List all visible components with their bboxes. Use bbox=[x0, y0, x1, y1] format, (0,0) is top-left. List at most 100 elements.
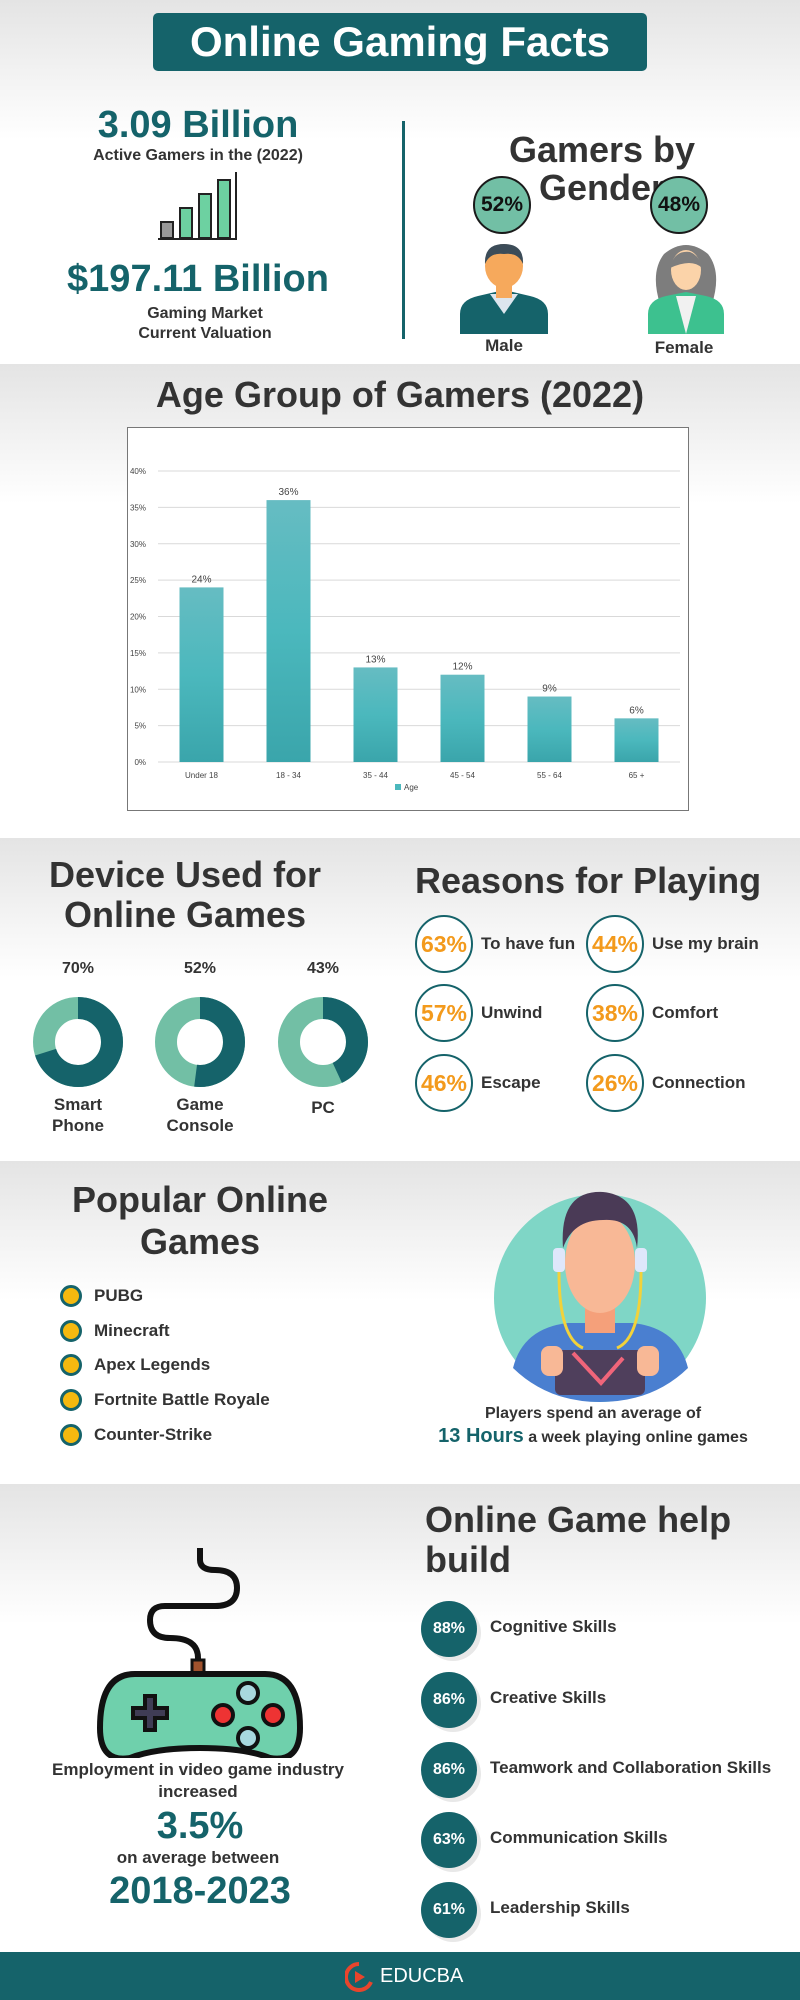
skill-percent: 86% bbox=[421, 1672, 477, 1728]
reason-percent: 63% bbox=[415, 915, 473, 973]
gender-title-2: Gender bbox=[538, 167, 666, 208]
y-tick-label: 35% bbox=[130, 503, 146, 512]
page-title: Online Gaming Facts bbox=[153, 13, 647, 71]
male-label: Male bbox=[485, 336, 523, 355]
reason-percent: 46% bbox=[415, 1054, 473, 1112]
reason-label: Connection bbox=[652, 1073, 746, 1092]
donut-share bbox=[278, 997, 368, 1087]
hours-caption-text: a week playing online games bbox=[523, 1429, 748, 1446]
skill-percent: 86% bbox=[421, 1742, 477, 1798]
bar bbox=[266, 500, 311, 762]
device-donut bbox=[155, 997, 245, 1087]
bar-chart-icon bbox=[158, 172, 237, 240]
market-label-2: Current Valuation bbox=[138, 325, 272, 342]
employment-line-3: on average between bbox=[116, 1848, 280, 1867]
x-tick-label: 65 + bbox=[629, 771, 645, 780]
popular-title-2: Games bbox=[139, 1221, 261, 1262]
y-tick-label: 40% bbox=[130, 467, 146, 476]
female-label: Female bbox=[654, 338, 714, 357]
popular-game-item: Fortnite Battle Royale bbox=[94, 1390, 270, 1409]
device-donut bbox=[33, 997, 123, 1087]
y-tick-label: 5% bbox=[134, 722, 146, 731]
reason-percent: 26% bbox=[586, 1054, 644, 1112]
age-bar-chart: 0% 5% 10% 15% 20% 25% 30% 35% 40% 24% Under 18 36% 1… bbox=[127, 427, 689, 811]
bar bbox=[614, 718, 659, 762]
popular-game-item: Minecraft bbox=[94, 1321, 170, 1340]
y-tick-label: 10% bbox=[130, 685, 146, 694]
legend-label: Age bbox=[404, 783, 419, 792]
y-tick-label: 20% bbox=[130, 613, 146, 622]
game-controller-icon bbox=[96, 1548, 304, 1758]
device-label-2: Phone bbox=[52, 1116, 104, 1135]
employment-value: 3.5% bbox=[156, 1805, 244, 1847]
y-tick-label: 15% bbox=[130, 649, 146, 658]
y-tick-label: 0% bbox=[134, 758, 146, 767]
popular-game-item: Counter-Strike bbox=[94, 1425, 213, 1444]
y-tick-label: 25% bbox=[130, 576, 146, 585]
popular-game-item: PUBG bbox=[94, 1286, 144, 1305]
data-label: 13% bbox=[365, 654, 385, 665]
bullet-icon bbox=[60, 1424, 82, 1446]
gamer-illustration-icon bbox=[494, 1191, 706, 1402]
data-label: 6% bbox=[629, 705, 644, 716]
data-label: 36% bbox=[278, 487, 298, 498]
market-value: $197.11 Billion bbox=[67, 258, 329, 300]
device-label-1: Game bbox=[176, 1095, 224, 1114]
gamers-label: Active Gamers in the (2022) bbox=[93, 147, 303, 164]
device-percent: 70% bbox=[61, 960, 95, 977]
popular-game-item: Apex Legends bbox=[94, 1355, 211, 1374]
footer-brand: EDUCBA bbox=[380, 1965, 464, 1987]
reason-percent: 38% bbox=[586, 984, 644, 1042]
bar bbox=[527, 696, 572, 762]
hours-caption-2: 13 Hours a week playing online games bbox=[438, 1425, 748, 1448]
employment-line-1: Employment in video game industry bbox=[52, 1760, 344, 1779]
employment-line-2: increased bbox=[158, 1782, 238, 1801]
x-tick-label: 55 - 64 bbox=[537, 771, 562, 780]
market-label-1: Gaming Market bbox=[147, 305, 263, 322]
bullet-icon bbox=[60, 1320, 82, 1342]
donut-share bbox=[33, 997, 123, 1087]
male-avatar-icon bbox=[460, 244, 548, 334]
device-label-1: Smart bbox=[53, 1095, 103, 1114]
age-title: Age Group of Gamers (2022) bbox=[155, 374, 645, 415]
skill-label: Cognitive Skills bbox=[490, 1617, 617, 1636]
skills-title-1: Online Game help bbox=[425, 1499, 732, 1540]
skills-title-2: build bbox=[425, 1539, 511, 1580]
gender-title-1: Gamers by bbox=[508, 129, 696, 170]
x-tick-label: 18 - 34 bbox=[276, 771, 301, 780]
bullet-icon bbox=[60, 1285, 82, 1307]
skill-percent: 63% bbox=[421, 1812, 477, 1868]
hours-value: 13 Hours bbox=[438, 1425, 524, 1447]
device-label-1: PC bbox=[311, 1098, 335, 1117]
device-percent: 52% bbox=[183, 960, 217, 977]
skill-label: Creative Skills bbox=[490, 1688, 607, 1707]
data-label: 9% bbox=[542, 684, 557, 695]
female-avatar-icon bbox=[648, 245, 724, 334]
reason-label: Use my brain bbox=[652, 934, 759, 953]
x-tick-label: 45 - 54 bbox=[450, 771, 475, 780]
reason-label: Comfort bbox=[652, 1003, 719, 1022]
employment-years: 2018-2023 bbox=[109, 1870, 291, 1912]
bar bbox=[353, 667, 398, 762]
skill-percent: 88% bbox=[421, 1601, 477, 1657]
device-donut bbox=[278, 997, 368, 1087]
gamers-value: 3.09 Billion bbox=[97, 104, 299, 146]
male-percent: 52% bbox=[473, 176, 531, 234]
popular-title-1: Popular Online bbox=[71, 1179, 329, 1220]
x-tick-label: 35 - 44 bbox=[363, 771, 388, 780]
educba-logo-icon bbox=[345, 1962, 373, 1992]
reason-label: To have fun bbox=[481, 934, 576, 953]
reasons-title: Reasons for Playing bbox=[415, 860, 762, 901]
skill-label: Teamwork and Collaboration Skills bbox=[490, 1758, 772, 1777]
donut-share bbox=[155, 997, 245, 1087]
female-percent: 48% bbox=[650, 176, 708, 234]
divider bbox=[402, 121, 405, 339]
device-percent: 43% bbox=[306, 960, 340, 977]
data-label: 24% bbox=[191, 574, 211, 585]
y-tick-label: 30% bbox=[130, 540, 146, 549]
skill-label: Communication Skills bbox=[490, 1828, 668, 1847]
bullet-icon bbox=[60, 1354, 82, 1376]
reason-label: Escape bbox=[481, 1073, 541, 1092]
reason-percent: 57% bbox=[415, 984, 473, 1042]
data-label: 12% bbox=[452, 662, 472, 673]
